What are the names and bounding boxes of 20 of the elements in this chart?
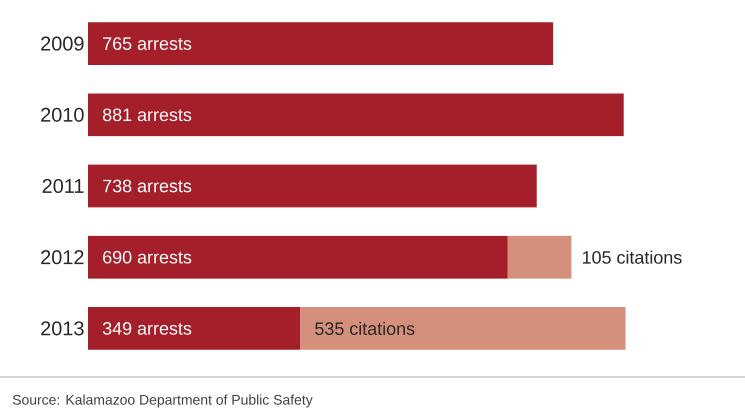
y-tick-label: 2011	[42, 178, 84, 194]
bar	[508, 236, 572, 279]
data-label: 738 arrests	[103, 180, 192, 192]
bar	[88, 236, 508, 279]
data-label: 690 arrests	[103, 250, 192, 264]
bar	[300, 307, 626, 350]
bar	[88, 93, 624, 136]
data-label: 765 arrests	[103, 37, 192, 50]
y-tick-label: 2010	[41, 108, 84, 122]
bar	[88, 22, 554, 65]
data-label: 535 citations	[315, 322, 414, 335]
bar	[88, 164, 537, 208]
y-tick-label: 2012	[41, 250, 84, 264]
data-label: 105 citations	[582, 250, 682, 264]
y-tick-label: 2013	[41, 321, 84, 336]
data-label: 349 arrests	[102, 322, 192, 335]
y-tick-label: 2009	[41, 36, 84, 51]
data-label: 881 arrests	[102, 108, 192, 122]
bar	[88, 307, 300, 350]
source-note: Source: Kalamazoo Department of Public Safety	[12, 394, 313, 408]
